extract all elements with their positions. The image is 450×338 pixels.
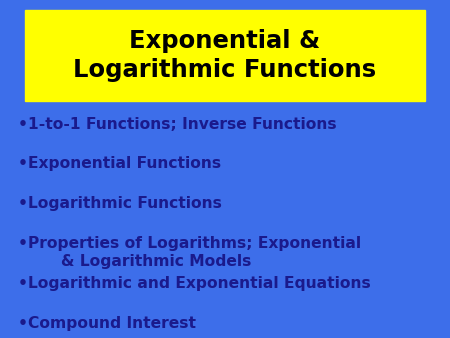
Text: •Properties of Logarithms; Exponential
        & Logarithmic Models: •Properties of Logarithms; Exponential &… <box>18 236 361 269</box>
Text: •Compound Interest: •Compound Interest <box>18 316 196 331</box>
Text: •Exponential Functions: •Exponential Functions <box>18 156 221 171</box>
Text: Exponential &
Logarithmic Functions: Exponential & Logarithmic Functions <box>73 29 377 82</box>
FancyBboxPatch shape <box>25 10 425 101</box>
Text: •Logarithmic and Exponential Equations: •Logarithmic and Exponential Equations <box>18 276 371 291</box>
Text: •Logarithmic Functions: •Logarithmic Functions <box>18 196 222 211</box>
Text: •1-to-1 Functions; Inverse Functions: •1-to-1 Functions; Inverse Functions <box>18 117 337 131</box>
